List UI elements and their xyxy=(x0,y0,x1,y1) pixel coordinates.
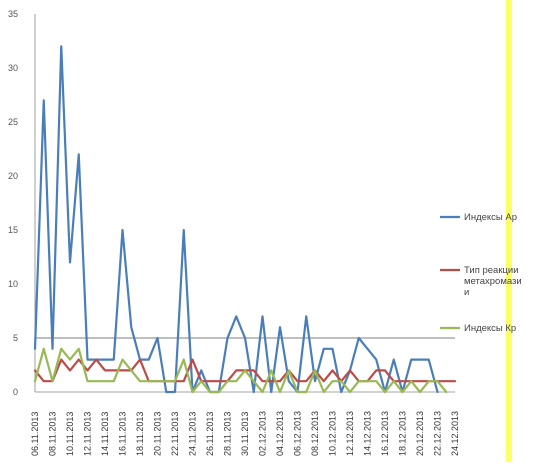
x-tick-label: 30.11.2013 xyxy=(240,412,250,456)
y-tick-label: 5 xyxy=(13,333,18,343)
y-tick-label: 35 xyxy=(8,9,18,19)
y-tick-label: 30 xyxy=(8,63,18,73)
x-tick-label: 14.12.2013 xyxy=(363,411,373,456)
legend-label-3: Индексы Кр xyxy=(464,323,516,334)
x-tick-label: 12.12.2013 xyxy=(345,411,355,456)
x-tick-label: 18.11.2013 xyxy=(135,412,145,456)
x-tick-label: 16.12.2013 xyxy=(380,411,390,456)
y-tick-label: 15 xyxy=(8,225,18,235)
y-tick-label: 25 xyxy=(8,117,18,127)
y-tick-label: 20 xyxy=(8,171,18,181)
x-tick-label: 16.11.2013 xyxy=(118,412,128,456)
highlight-band xyxy=(506,0,512,462)
legend-label-1: Индексы Ар xyxy=(464,212,517,223)
legend-label-2: Тип реакции метахромази и xyxy=(464,265,522,298)
x-tick-label: 18.12.2013 xyxy=(398,411,408,456)
x-tick-label: 28.11.2013 xyxy=(223,412,233,456)
x-tick-label: 04.12.2013 xyxy=(275,411,285,456)
x-tick-label: 10.12.2013 xyxy=(328,411,338,456)
y-tick-label: 0 xyxy=(13,387,18,397)
x-tick-label: 06.12.2013 xyxy=(293,411,303,456)
x-tick-label: 12.11.2013 xyxy=(83,412,93,456)
series-line-1 xyxy=(33,45,439,394)
x-tick-label: 10.11.2013 xyxy=(65,412,75,456)
x-tick-label: 24.11.2013 xyxy=(188,412,198,456)
x-tick-label: 02.12.2013 xyxy=(258,411,268,456)
x-tick-label: 26.11.2013 xyxy=(205,412,215,456)
x-tick-label: 20.11.2013 xyxy=(153,412,163,456)
x-tick-label: 22.12.2013 xyxy=(433,411,443,456)
series-line-3 xyxy=(33,347,448,394)
x-tick-label: 22.11.2013 xyxy=(170,412,180,456)
x-tick-label: 08.11.2013 xyxy=(48,412,58,456)
x-tick-label: 06.11.2013 xyxy=(30,412,40,456)
x-tick-label: 08.12.2013 xyxy=(310,411,320,456)
x-tick-label: 24.12.2013 xyxy=(450,411,460,456)
x-tick-label: 20.12.2013 xyxy=(415,411,425,456)
y-tick-label: 10 xyxy=(8,279,18,289)
x-tick-label: 14.11.2013 xyxy=(100,412,110,456)
